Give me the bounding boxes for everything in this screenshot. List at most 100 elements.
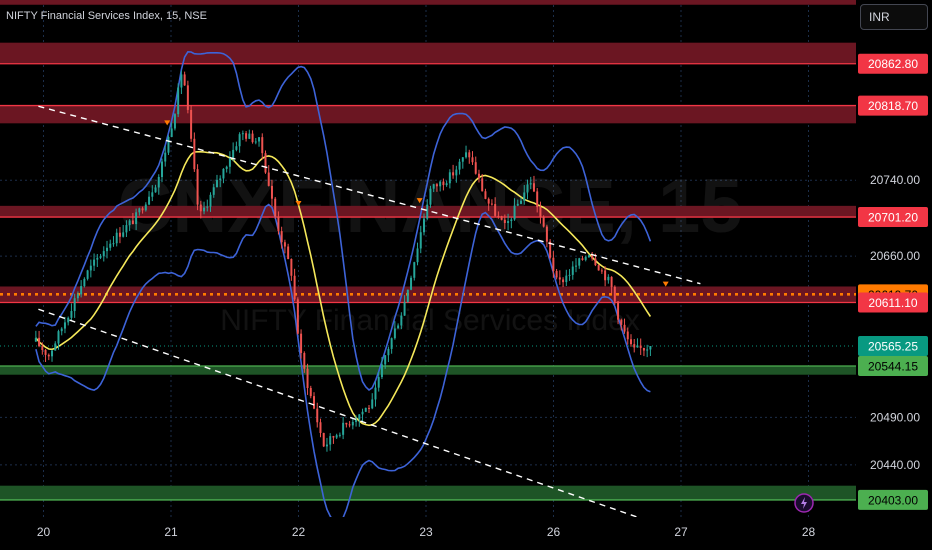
candle-body [154, 187, 157, 193]
candle-body [468, 152, 471, 158]
signal-marker [164, 120, 171, 126]
candle-body [287, 246, 290, 260]
candle-body [238, 134, 241, 147]
candle-body [432, 184, 435, 189]
candle-body [575, 265, 578, 267]
candle-body [173, 114, 176, 129]
candle-body [510, 219, 513, 222]
candle-body [397, 325, 400, 329]
candle-body [251, 133, 254, 143]
lightning-icon[interactable] [794, 493, 814, 513]
candle-body [309, 387, 312, 397]
candle-body [465, 152, 468, 158]
candle-body [565, 275, 568, 283]
candle-body [206, 206, 209, 208]
candle-body [623, 324, 626, 332]
candle-body [523, 192, 526, 201]
candle-body [138, 208, 141, 213]
candle-body [642, 347, 645, 351]
support-zone [0, 485, 856, 500]
candle-body [316, 408, 319, 423]
candle-body [245, 133, 248, 139]
candle-body [177, 87, 180, 115]
candle-body [235, 146, 238, 150]
candle-body [170, 128, 173, 137]
candle-body [70, 311, 73, 318]
price-label-box [858, 489, 928, 510]
candle-body [536, 191, 539, 208]
candle-body [261, 137, 264, 154]
y-tick-label: 20440.00 [870, 458, 920, 472]
candle-body [329, 436, 332, 445]
candle-body [264, 153, 267, 173]
candle-body [629, 339, 632, 345]
candle-body [164, 152, 167, 162]
candle-body [584, 257, 587, 260]
candle-body [270, 185, 273, 199]
price-label: 20544.15 [868, 360, 918, 374]
candle-body [303, 353, 306, 369]
candle-body [41, 346, 44, 350]
candle-body [128, 220, 131, 226]
candle-body [587, 255, 590, 258]
signal-marker [662, 281, 669, 287]
x-tick-label: 28 [802, 525, 816, 539]
candle-body [390, 338, 393, 349]
candle-body [549, 241, 552, 258]
candle-body [167, 136, 170, 153]
candle-body [419, 232, 422, 249]
candle-body [591, 255, 594, 259]
candle-body [594, 258, 597, 266]
price-label-box [858, 336, 928, 357]
candle-body [57, 331, 60, 344]
candle-body [144, 204, 147, 211]
candle-body [620, 319, 623, 325]
candle-body [471, 157, 474, 163]
candle-body [248, 133, 251, 139]
candle-body [387, 348, 390, 356]
candle-body [290, 259, 293, 276]
watermark-name: NIFTY Financial Services Index [220, 304, 640, 337]
symbol-title: NIFTY Financial Services Index, 15, NSE [6, 10, 207, 22]
candle-body [222, 168, 225, 179]
candle-body [484, 191, 487, 199]
candle-body [571, 266, 574, 275]
candle-body [131, 220, 134, 225]
candle-body [47, 354, 50, 357]
candle-body [118, 232, 121, 237]
signal-marker [295, 200, 302, 206]
candle-body [102, 251, 105, 257]
candle-body [106, 247, 109, 252]
candle-body [135, 212, 138, 225]
price-label: 20403.00 [868, 493, 918, 507]
candle-body [532, 183, 535, 192]
candle-body [455, 169, 458, 176]
candle-body [474, 162, 477, 174]
candle-body [148, 196, 151, 205]
candle-body [228, 158, 231, 167]
candle-body [542, 216, 545, 227]
candle-body [54, 343, 57, 351]
candle-body [526, 184, 529, 193]
price-label: 20701.20 [868, 211, 918, 225]
candle-body [426, 204, 429, 219]
trendline-lower [38, 308, 701, 540]
candle-body [604, 270, 607, 281]
currency-button[interactable]: INR [860, 4, 928, 30]
candle-body [552, 257, 555, 271]
candle-body [196, 169, 199, 205]
candle-body [183, 74, 186, 86]
candle-body [96, 257, 99, 260]
candle-body [568, 274, 571, 276]
y-tick-label: 20490.00 [870, 410, 920, 424]
candle-body [600, 270, 603, 272]
candle-body [646, 349, 649, 351]
candle-body [610, 276, 613, 287]
candle-body [558, 277, 561, 280]
signal-marker [416, 198, 423, 204]
candle-body [461, 157, 464, 162]
x-tick-label: 23 [419, 525, 433, 539]
candle-body [277, 216, 280, 232]
